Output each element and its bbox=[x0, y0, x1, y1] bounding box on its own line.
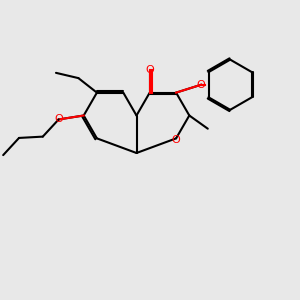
Text: O: O bbox=[197, 80, 206, 90]
Text: O: O bbox=[54, 115, 63, 124]
Text: O: O bbox=[172, 135, 181, 145]
Text: O: O bbox=[145, 65, 154, 75]
